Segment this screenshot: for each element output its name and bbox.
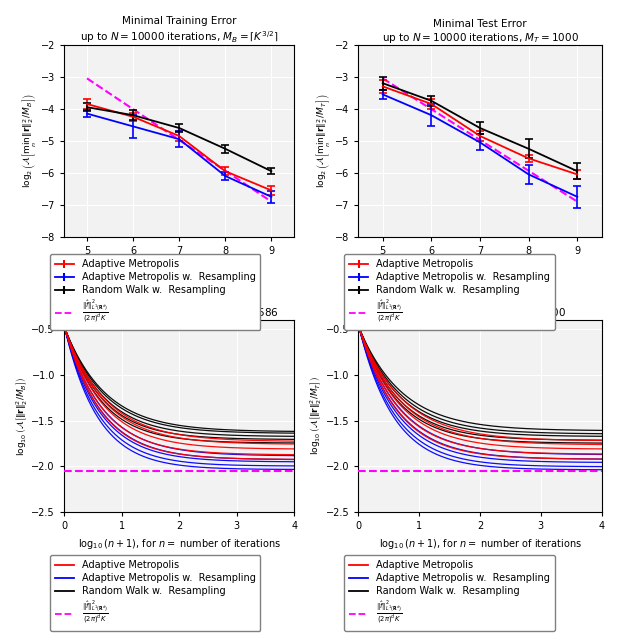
X-axis label: $\log_2 K$: $\log_2 K$ bbox=[162, 261, 196, 275]
Y-axis label: $\log_2\left(\mathcal{A}\left[\min_n \|\mathbf{r}\|_2^2/M_B\right]\right)$: $\log_2\left(\mathcal{A}\left[\min_n \|\… bbox=[20, 93, 38, 188]
Title: Minimal Test Error
up to $N = 10000$ iterations, $M_T = 1000$: Minimal Test Error up to $N = 10000$ ite… bbox=[381, 19, 579, 45]
Legend: Adaptive Metropolis, Adaptive Metropolis w.  Resampling, Random Walk w.  Resampl: Adaptive Metropolis, Adaptive Metropolis… bbox=[50, 556, 260, 631]
Title: Training Error for $K = 512$, $M_B = 11586$: Training Error for $K = 512$, $M_B = 115… bbox=[79, 306, 279, 320]
Legend: Adaptive Metropolis, Adaptive Metropolis w.  Resampling, Random Walk w.  Resampl: Adaptive Metropolis, Adaptive Metropolis… bbox=[344, 255, 555, 330]
Title: Test Error for $K = 512$, $M_T = 1000$: Test Error for $K = 512$, $M_T = 1000$ bbox=[394, 306, 566, 319]
Y-axis label: $\log_{10}\left(\mathcal{A}\left[\|\mathbf{r}\|_2^2/M_B\right]\right)$: $\log_{10}\left(\mathcal{A}\left[\|\math… bbox=[13, 376, 29, 456]
Legend: Adaptive Metropolis, Adaptive Metropolis w.  Resampling, Random Walk w.  Resampl: Adaptive Metropolis, Adaptive Metropolis… bbox=[50, 255, 260, 330]
X-axis label: $\log_2 K$: $\log_2 K$ bbox=[463, 261, 497, 275]
Legend: Adaptive Metropolis, Adaptive Metropolis w.  Resampling, Random Walk w.  Resampl: Adaptive Metropolis, Adaptive Metropolis… bbox=[344, 556, 555, 631]
Y-axis label: $\log_2\left(\mathcal{A}\left[\min_n \|\mathbf{r}\|_2^2/M_T\right]\right)$: $\log_2\left(\mathcal{A}\left[\min_n \|\… bbox=[314, 93, 332, 188]
Title: Minimal Training Error
up to $N = 10000$ iterations, $M_B = \lceil K^{3/2} \rcei: Minimal Training Error up to $N = 10000$… bbox=[80, 17, 278, 45]
X-axis label: $\log_{10}(n+1)$, for $n =$ number of iterations: $\log_{10}(n+1)$, for $n =$ number of it… bbox=[378, 536, 582, 550]
Y-axis label: $\log_{10}\left(\mathcal{A}\left[\|\mathbf{r}\|_2^2/M_T\right]\right)$: $\log_{10}\left(\mathcal{A}\left[\|\math… bbox=[308, 376, 323, 456]
X-axis label: $\log_{10}(n+1)$, for $n =$ number of iterations: $\log_{10}(n+1)$, for $n =$ number of it… bbox=[77, 536, 281, 550]
